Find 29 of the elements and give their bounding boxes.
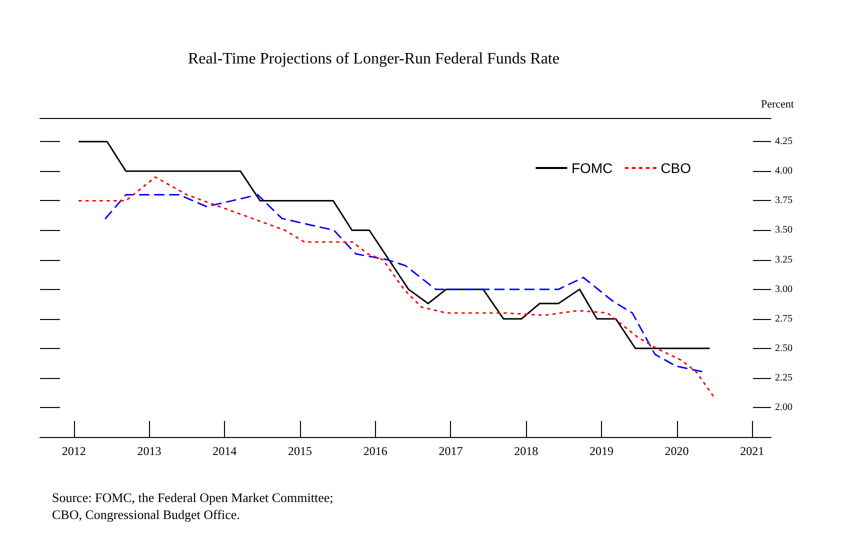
x-tick-label: 2012 (62, 444, 86, 458)
y-tick-label: 4.00 (775, 166, 792, 177)
line-series (78, 176, 714, 396)
x-tick-label: 2020 (664, 444, 689, 458)
x-tick-label: 2015 (288, 444, 312, 458)
x-tick-label: 2021 (740, 444, 764, 458)
y-tick-label: 2.00 (775, 402, 792, 413)
y-tick-label: 3.75 (775, 195, 792, 206)
legend-label: CBO (660, 160, 692, 176)
y-tick-label: 2.25 (775, 372, 792, 384)
y-tick-label: 2.75 (775, 313, 792, 324)
x-tick-label: 2018 (514, 444, 538, 458)
y-tick-label: 4.25 (775, 136, 792, 148)
source-note: Source: FOMC, the Federal Open Market Committee; (52, 490, 334, 505)
y-tick-label: 3.50 (775, 224, 792, 236)
y-tick-label: 2.50 (775, 342, 792, 354)
legend-label: FOMC (571, 160, 613, 176)
x-tick-label: 2013 (137, 444, 162, 458)
x-tick-label: 2014 (212, 444, 237, 458)
y-tick-label: 3.25 (775, 254, 792, 266)
text: CBO, Congressional Budget Office. (52, 507, 240, 522)
x-tick-label: 2019 (589, 444, 614, 458)
y-axis-title: Percent (761, 98, 794, 110)
x-tick-label: 2017 (438, 444, 463, 458)
line-series (104, 194, 705, 373)
line-series (78, 140, 710, 350)
x-tick-label: 2016 (363, 444, 388, 458)
chart-title: Real-Time Projections of Longer-Run Federal Funds Rate (188, 50, 560, 68)
y-tick-label: 3.00 (775, 284, 792, 295)
